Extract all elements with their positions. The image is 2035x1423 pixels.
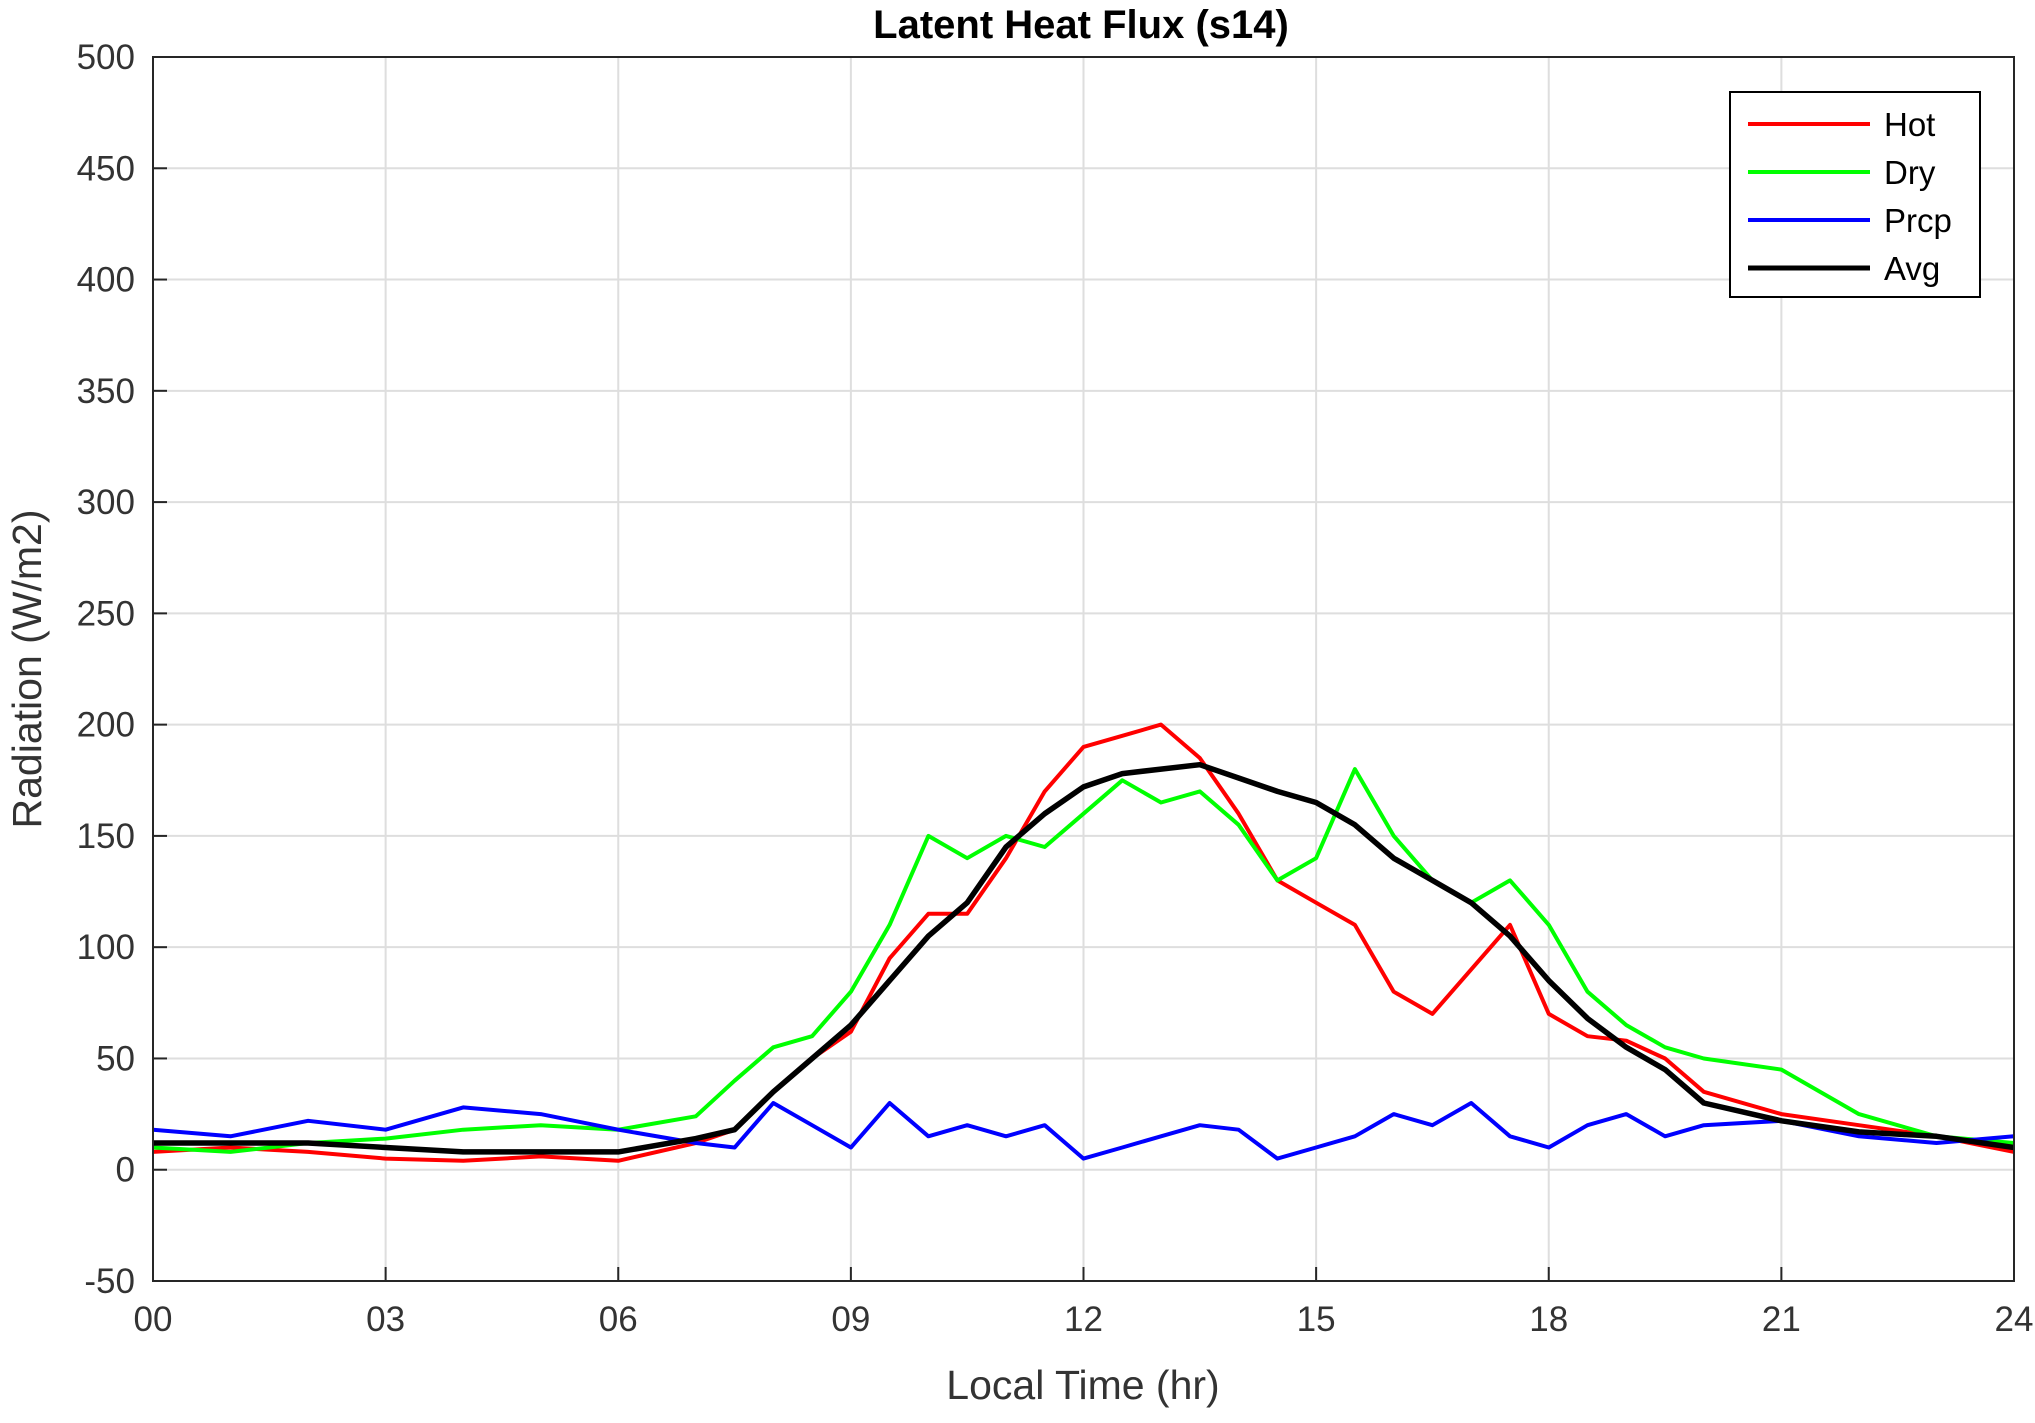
x-tick-label: 12 bbox=[1064, 1300, 1103, 1339]
x-tick-label: 15 bbox=[1297, 1300, 1336, 1339]
y-tick-label: 300 bbox=[77, 483, 135, 522]
x-tick-label: 24 bbox=[1995, 1300, 2034, 1339]
x-tick-label: 18 bbox=[1529, 1300, 1568, 1339]
series-line-avg bbox=[153, 761, 2014, 1155]
legend-item-dry: Dry bbox=[1748, 154, 1936, 191]
y-tick-label: 100 bbox=[77, 928, 135, 967]
legend-label-dry: Dry bbox=[1884, 154, 1936, 191]
x-tick-label: 06 bbox=[599, 1300, 638, 1339]
y-tick-label: 450 bbox=[77, 149, 135, 188]
legend-label-avg: Avg bbox=[1884, 250, 1940, 287]
x-tick-label: 09 bbox=[831, 1300, 870, 1339]
chart-title: Latent Heat Flux (s14) bbox=[873, 3, 1289, 47]
legend-item-hot: Hot bbox=[1748, 106, 1935, 143]
legend-label-hot: Hot bbox=[1884, 106, 1935, 143]
y-tick-label: -50 bbox=[84, 1262, 135, 1301]
series-lines bbox=[153, 722, 2014, 1163]
legend-item-prcp: Prcp bbox=[1748, 202, 1952, 239]
x-axis: 00 03 06 09 12 15 18 21 24 bbox=[134, 1267, 2034, 1339]
y-tick-label: 400 bbox=[77, 261, 135, 300]
grid-lines bbox=[153, 57, 2014, 1281]
x-tick-label: 00 bbox=[134, 1300, 173, 1339]
y-axis-label: Radiation (W/m2) bbox=[4, 510, 50, 829]
series-line-prcp bbox=[153, 1101, 2014, 1161]
y-tick-label: 500 bbox=[77, 38, 135, 77]
x-tick-label: 21 bbox=[1762, 1300, 1801, 1339]
legend-item-avg: Avg bbox=[1748, 250, 1940, 287]
y-tick-label: 200 bbox=[77, 706, 135, 745]
y-tick-label: 250 bbox=[77, 594, 135, 633]
legend-box bbox=[1729, 91, 1981, 298]
legend: Hot Dry Prcp Avg bbox=[1729, 91, 1981, 298]
x-axis-label: Local Time (hr) bbox=[946, 1362, 1219, 1408]
y-tick-label: 350 bbox=[77, 372, 135, 411]
legend-label-prcp: Prcp bbox=[1884, 202, 1952, 239]
series-line-dry bbox=[153, 767, 2014, 1154]
y-tick-label: 50 bbox=[96, 1039, 135, 1078]
y-tick-label: 150 bbox=[77, 817, 135, 856]
y-axis: -50 0 50 100 150 200 250 300 350 400 450 500 bbox=[77, 38, 167, 1301]
y-tick-label: 0 bbox=[116, 1151, 135, 1190]
x-tick-label: 03 bbox=[366, 1300, 405, 1339]
